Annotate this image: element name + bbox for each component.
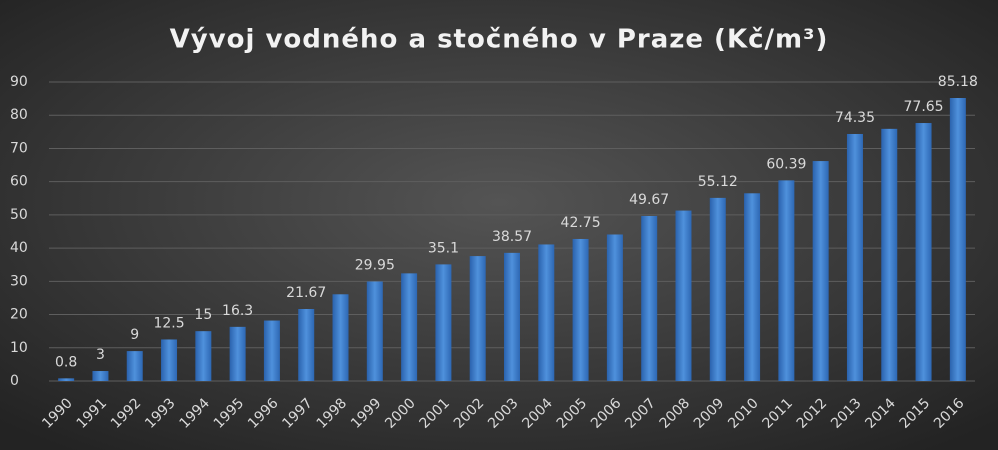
- data-label: 55.12: [698, 174, 738, 190]
- bar: [435, 264, 452, 381]
- data-label: 85.18: [938, 74, 978, 90]
- y-tick-label: 10: [10, 340, 28, 356]
- data-label: 0.8: [55, 354, 77, 370]
- data-label: 77.65: [904, 99, 944, 115]
- bar: [229, 326, 246, 381]
- bar: [332, 294, 349, 381]
- bar: [881, 128, 898, 381]
- y-tick-label: 50: [10, 207, 28, 223]
- y-tick-label: 80: [10, 107, 28, 123]
- bar: [161, 339, 178, 381]
- bar: [298, 309, 315, 381]
- bar: [744, 193, 761, 381]
- chart-title: Vývoj vodného a stočného v Praze (Kč/m³): [170, 25, 829, 55]
- data-label: 29.95: [355, 257, 395, 273]
- bar: [675, 210, 692, 381]
- bar: [949, 98, 966, 381]
- data-label: 12.5: [153, 315, 184, 331]
- bar: [366, 281, 383, 381]
- y-tick-label: 20: [10, 307, 28, 323]
- bar: [572, 238, 589, 381]
- bar: [263, 320, 280, 381]
- y-tick-label: 70: [10, 140, 28, 156]
- bar: [915, 123, 932, 381]
- y-tick-label: 90: [10, 74, 28, 90]
- bar: [846, 133, 863, 381]
- data-label: 21.67: [286, 285, 326, 301]
- y-tick-label: 60: [10, 174, 28, 190]
- data-label: 16.3: [222, 303, 253, 319]
- bar: [195, 331, 212, 381]
- y-tick-label: 40: [10, 240, 28, 256]
- bar: [812, 161, 829, 381]
- bar: [538, 244, 555, 381]
- data-label: 15: [194, 307, 212, 323]
- data-label: 38.57: [492, 229, 532, 245]
- y-tick-label: 30: [10, 273, 28, 289]
- bar: [778, 180, 795, 381]
- y-tick-label: 0: [10, 373, 19, 389]
- bar: [469, 256, 486, 381]
- data-label: 74.35: [835, 110, 875, 126]
- data-label: 60.39: [766, 156, 806, 172]
- bar: [401, 273, 418, 381]
- data-label: 3: [96, 347, 105, 363]
- bar: [709, 197, 726, 381]
- data-label: 9: [130, 327, 139, 343]
- data-label: 42.75: [561, 215, 601, 231]
- bar: [92, 371, 109, 381]
- data-label: 49.67: [629, 192, 669, 208]
- bar: [126, 351, 143, 381]
- data-label: 35.1: [428, 240, 459, 256]
- bar: [641, 215, 658, 381]
- bar: [58, 378, 75, 381]
- bar: [504, 252, 520, 381]
- bar: [606, 234, 623, 381]
